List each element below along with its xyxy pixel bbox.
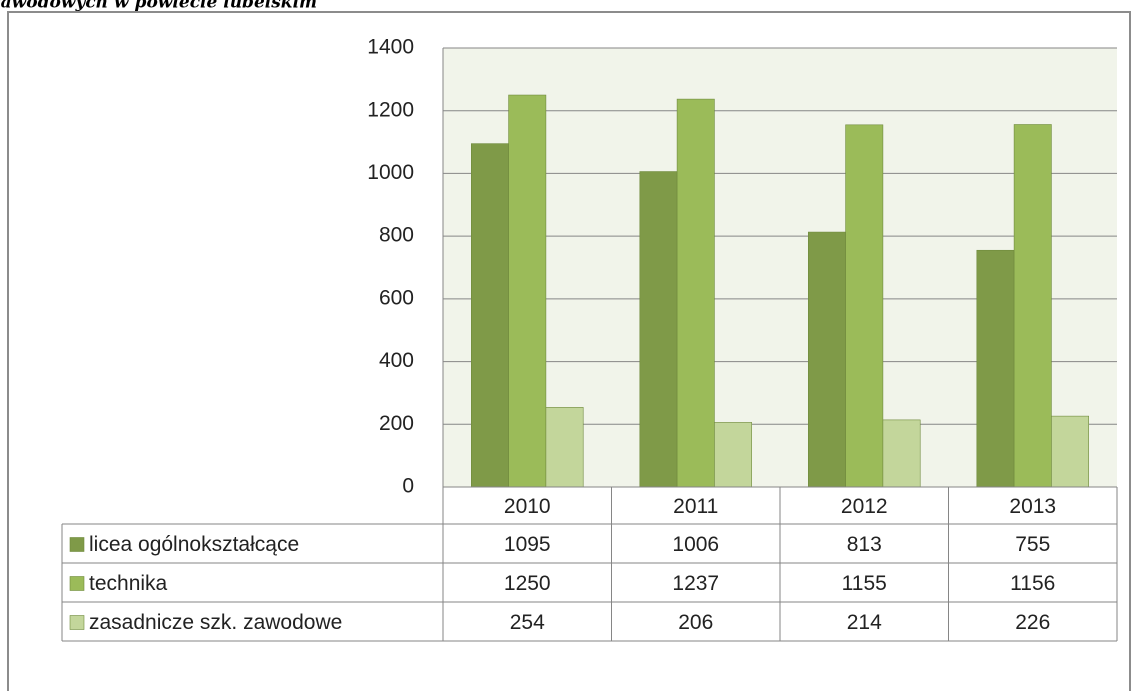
bar xyxy=(1013,124,1052,488)
table-value: 813 xyxy=(847,533,882,556)
table-value: 1237 xyxy=(672,572,719,595)
legend-label: technika xyxy=(89,572,168,595)
table-value: 254 xyxy=(510,611,545,634)
y-tick-label: 0 xyxy=(402,475,414,498)
table-value: 1155 xyxy=(842,572,887,595)
bar xyxy=(807,231,846,488)
bar xyxy=(845,124,884,488)
table-value: 226 xyxy=(1015,611,1050,634)
table-value: 214 xyxy=(847,611,882,634)
table-value: 1095 xyxy=(504,533,551,556)
table-value: 755 xyxy=(1015,533,1050,556)
bar xyxy=(714,422,753,488)
x-tick-label: 2012 xyxy=(841,495,888,518)
chart-title: zawodowych w powiecie lubelskim xyxy=(0,0,317,13)
x-tick-label: 2010 xyxy=(504,495,551,518)
y-tick-label: 1400 xyxy=(367,36,414,59)
table-value: 1250 xyxy=(504,572,551,595)
table-value: 1006 xyxy=(672,533,719,556)
bar xyxy=(508,94,547,488)
y-tick-label: 600 xyxy=(379,286,414,309)
legend-label: licea ogólnokształcące xyxy=(89,533,299,556)
bar xyxy=(676,98,715,488)
x-tick-label: 2011 xyxy=(673,495,718,518)
bar xyxy=(545,407,584,488)
y-tick-label: 200 xyxy=(379,412,414,435)
x-tick-label: 2013 xyxy=(1009,495,1056,518)
table-value: 1156 xyxy=(1010,572,1055,595)
y-tick-label: 800 xyxy=(379,224,414,247)
legend-label: zasadnicze szk. zawodowe xyxy=(89,611,342,634)
bar xyxy=(1051,415,1090,488)
y-tick-label: 1200 xyxy=(367,98,414,121)
bar xyxy=(470,143,509,488)
bar xyxy=(976,249,1015,488)
legend-swatch xyxy=(69,537,85,552)
y-tick-label: 400 xyxy=(379,349,414,372)
table-value: 206 xyxy=(678,611,713,634)
bar xyxy=(882,419,921,488)
legend-swatch xyxy=(69,576,85,591)
bar xyxy=(639,171,678,488)
legend-swatch xyxy=(69,615,85,630)
y-tick-label: 1000 xyxy=(367,161,414,184)
